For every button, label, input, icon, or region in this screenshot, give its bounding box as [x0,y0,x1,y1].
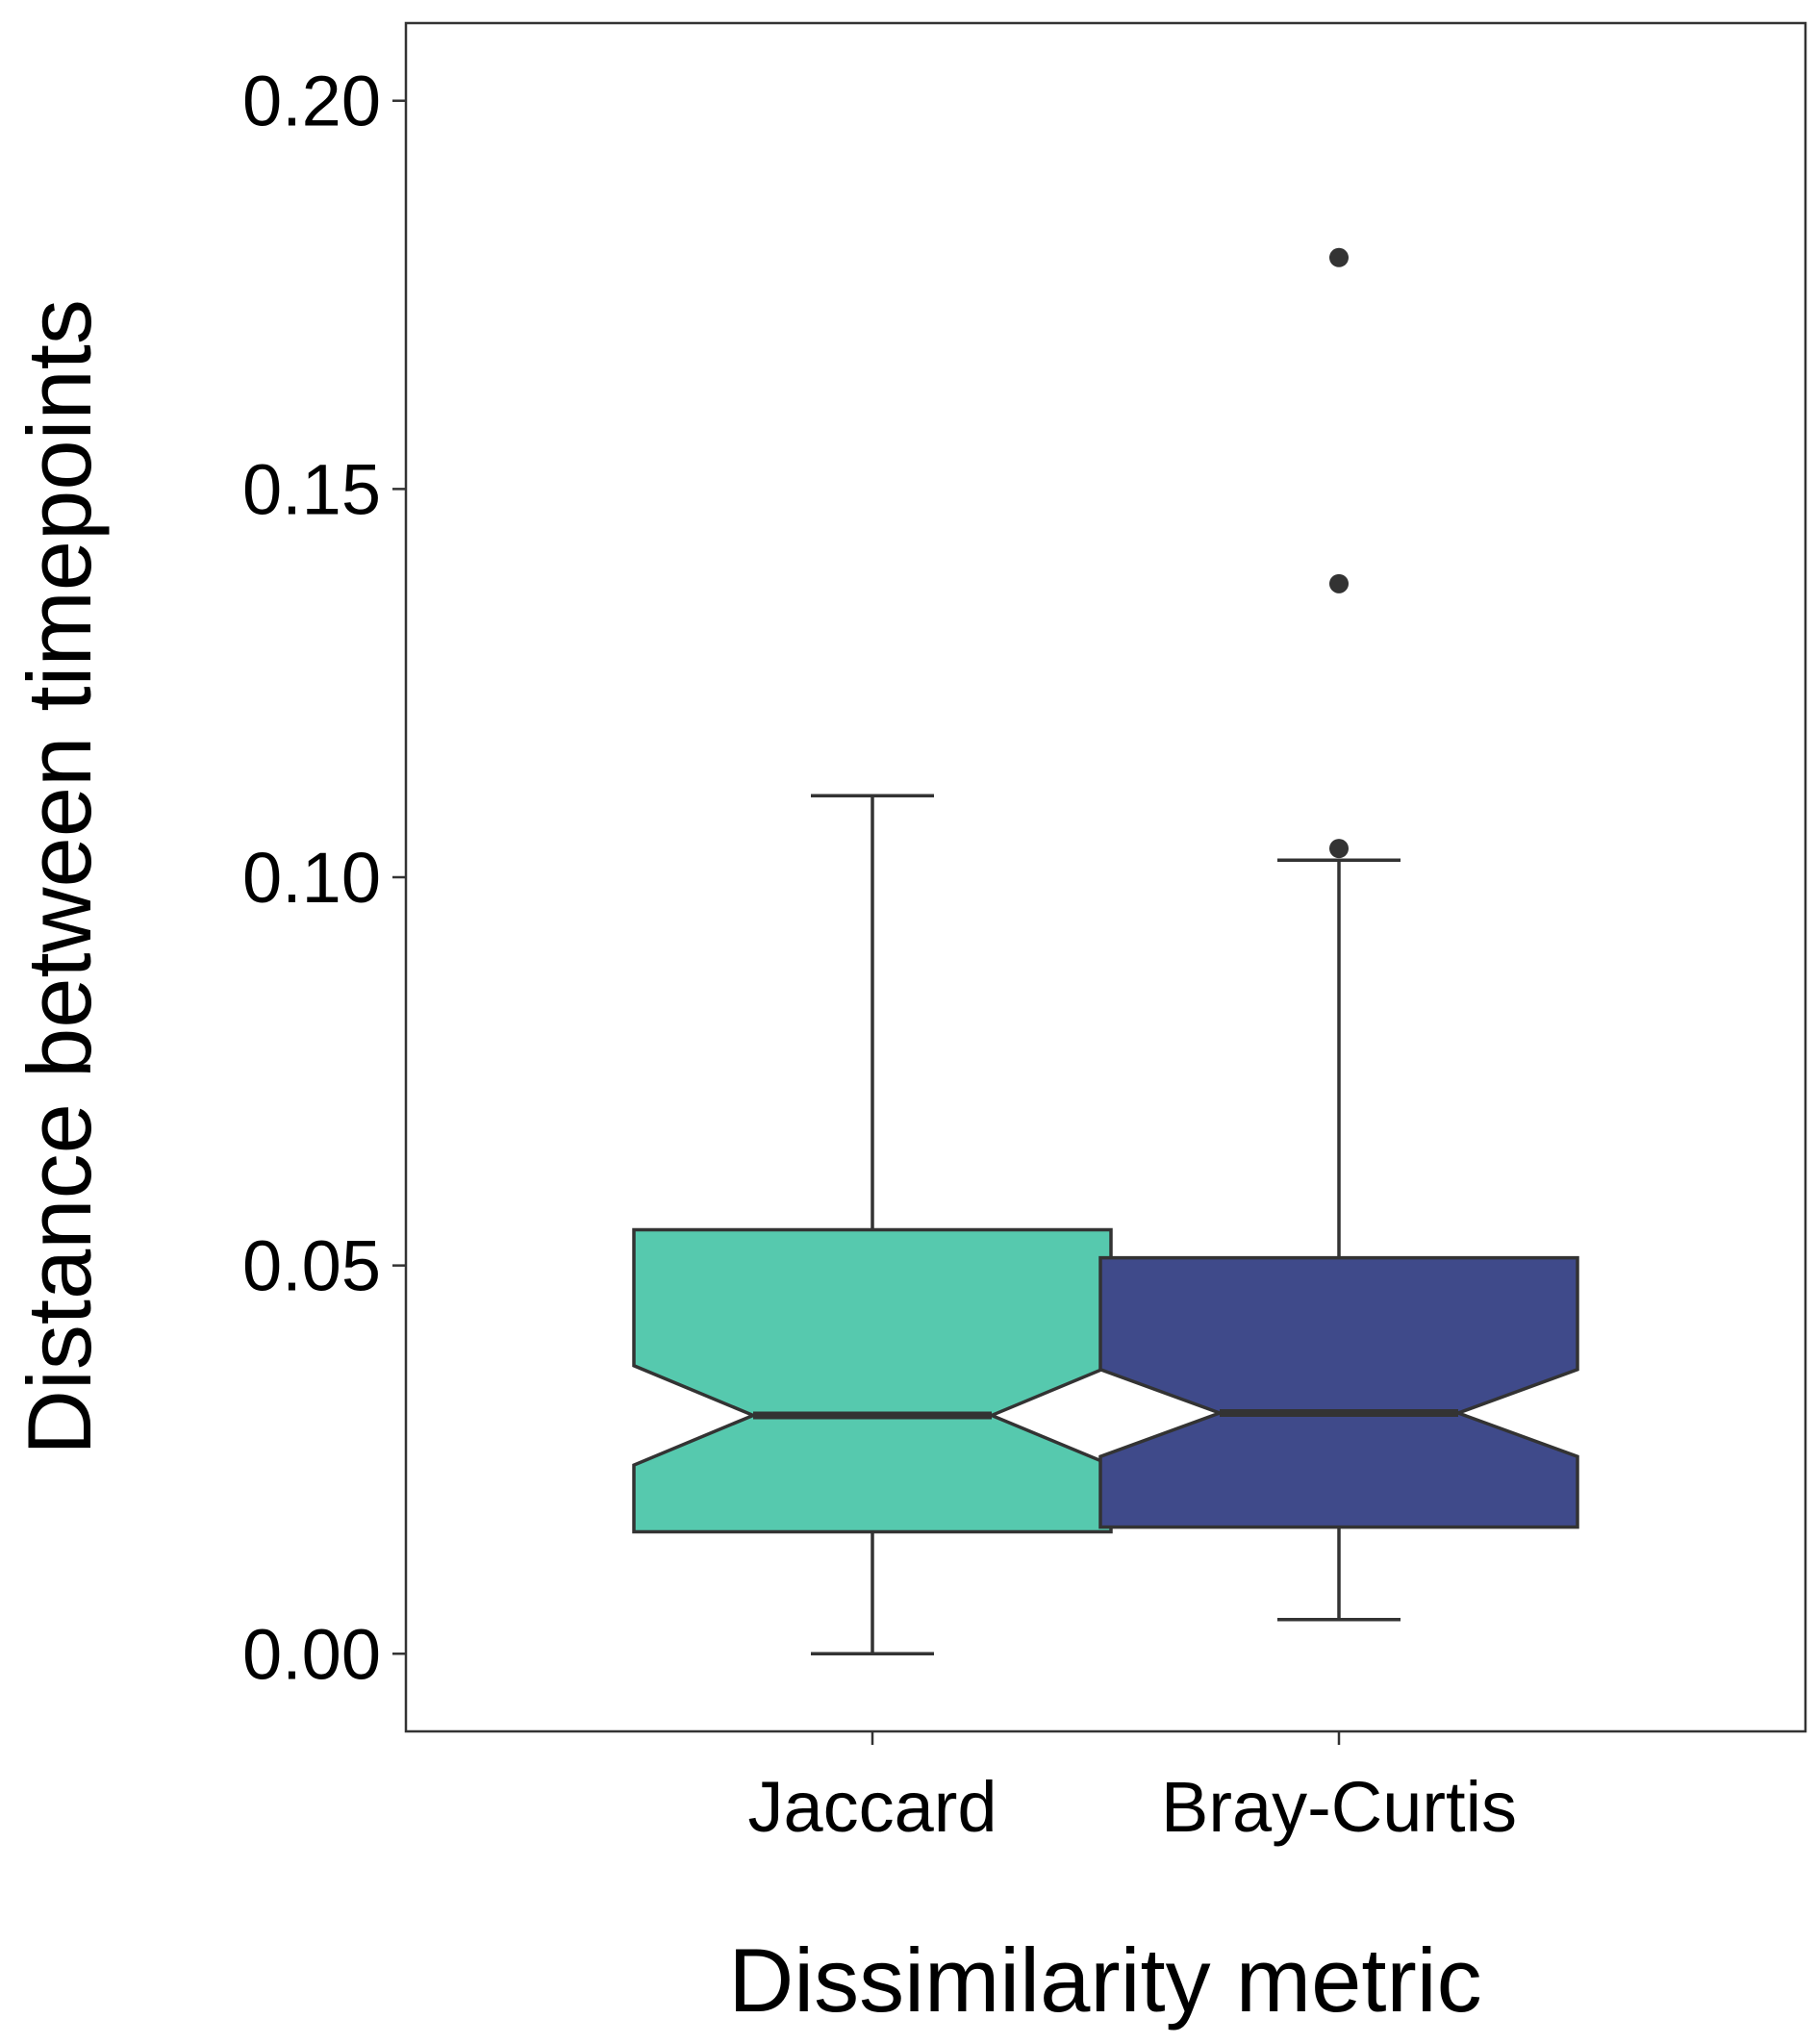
y-axis-title: Distance between timepoints [9,299,110,1455]
y-tick-label: 0.05 [242,1226,381,1306]
y-tick-label: 0.00 [242,1614,381,1694]
x-axis-title: Dissimilarity metric [728,1930,1481,2031]
box-bray-curtis [1098,247,1579,1622]
plot-panel [404,21,1807,1733]
x-tick-label: Bray-Curtis [1161,1767,1517,1847]
y-tick-label: 0.15 [242,449,381,529]
outlier-point [1329,839,1349,859]
boxes-layer [632,247,1579,1656]
x-axis: Jaccard Bray-Curtis [747,1731,1517,1847]
y-tick-label: 0.20 [242,62,381,141]
outlier-point [1329,573,1349,593]
y-tick-label: 0.10 [242,838,381,918]
outlier-point [1329,247,1349,267]
x-tick-label: Jaccard [747,1767,997,1847]
box-body [1098,1255,1579,1529]
y-axis: 0.00 0.05 0.10 0.15 0.20 [242,62,406,1694]
box-body [632,1227,1113,1534]
